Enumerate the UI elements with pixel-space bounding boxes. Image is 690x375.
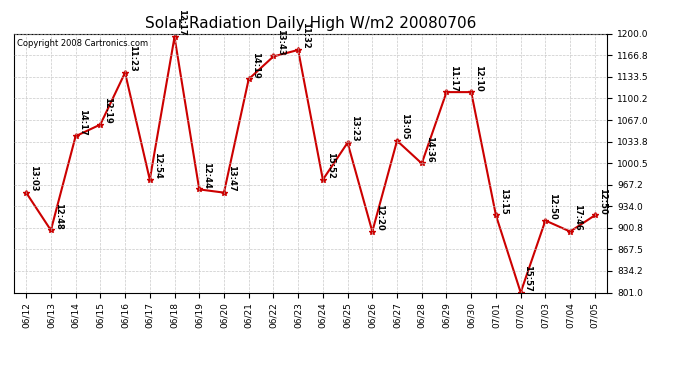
Text: 13:05: 13:05 [400, 113, 408, 140]
Text: 14:19: 14:19 [251, 52, 260, 78]
Text: 12:50: 12:50 [548, 193, 557, 220]
Text: 12:44: 12:44 [202, 162, 211, 189]
Text: 17:46: 17:46 [573, 204, 582, 231]
Text: 12:17: 12:17 [177, 9, 186, 36]
Text: 13:43: 13:43 [276, 29, 285, 56]
Text: 13:23: 13:23 [351, 115, 359, 142]
Text: 14:36: 14:36 [424, 136, 433, 163]
Text: 15:57: 15:57 [524, 265, 533, 292]
Text: 12:54: 12:54 [152, 152, 161, 179]
Text: 11:17: 11:17 [449, 64, 458, 92]
Text: 12:50: 12:50 [598, 188, 607, 214]
Text: 15:52: 15:52 [326, 152, 335, 179]
Text: Copyright 2008 Cartronics.com: Copyright 2008 Cartronics.com [17, 39, 148, 48]
Text: 13:15: 13:15 [499, 188, 508, 214]
Text: 12:10: 12:10 [474, 64, 483, 92]
Text: 13:03: 13:03 [29, 165, 38, 192]
Text: 12:48: 12:48 [54, 203, 63, 229]
Text: 12:20: 12:20 [375, 204, 384, 231]
Text: 11:23: 11:23 [128, 45, 137, 72]
Text: 14:17: 14:17 [79, 109, 88, 135]
Text: 13:47: 13:47 [227, 165, 236, 192]
Title: Solar Radiation Daily High W/m2 20080706: Solar Radiation Daily High W/m2 20080706 [145, 16, 476, 31]
Text: 11:32: 11:32 [301, 22, 310, 49]
Text: 12:19: 12:19 [103, 97, 112, 124]
